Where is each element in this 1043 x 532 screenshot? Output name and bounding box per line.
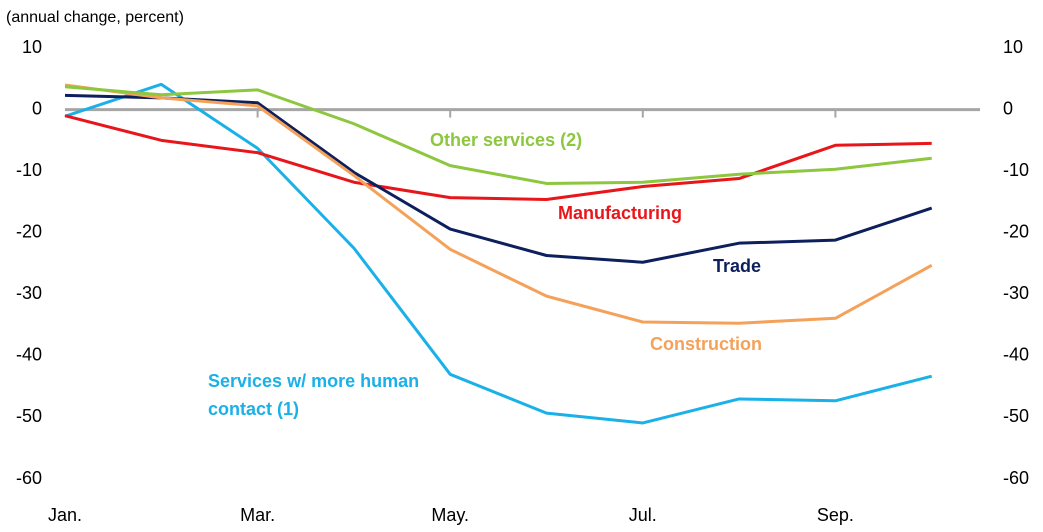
x-tick-label: Mar. [240,505,275,525]
y-tick-label: -30 [16,283,42,303]
series-line [64,114,932,201]
y2-tick-label: 0 [1003,98,1013,118]
y-tick-label: -40 [16,345,42,365]
y2-tick-label: -40 [1003,345,1029,365]
series-line [64,93,933,264]
series-line [64,83,933,325]
y2-tick-label: -10 [1003,160,1029,180]
y2-tick-label: -20 [1003,221,1029,241]
series-line [64,85,932,185]
series-line [64,82,933,425]
y-axis-label: (annual change, percent) [6,9,184,26]
y-tick-label: 10 [22,37,42,57]
y-tick-label: -50 [16,406,42,426]
x-tick-label: Jul. [629,505,657,525]
y-tick-label: -60 [16,468,42,488]
y2-tick-label: 10 [1003,37,1023,57]
y2-tick-label: -60 [1003,468,1029,488]
series-label: Manufacturing [558,203,682,223]
x-tick-label: Jan. [48,505,82,525]
y-tick-label: -10 [16,160,42,180]
series-label: Trade [713,256,762,276]
y2-tick-label: -30 [1003,283,1029,303]
y-tick-label: 0 [32,98,42,118]
series-label: Services w/ more human contact (1) [208,371,420,419]
series-label: Other services (2) [430,130,583,150]
series-label: Construction [650,334,762,354]
y-tick-label: -20 [16,221,42,241]
x-tick-label: Sep. [817,505,854,525]
x-tick-label: May. [431,505,469,525]
y2-tick-label: -50 [1003,406,1029,426]
